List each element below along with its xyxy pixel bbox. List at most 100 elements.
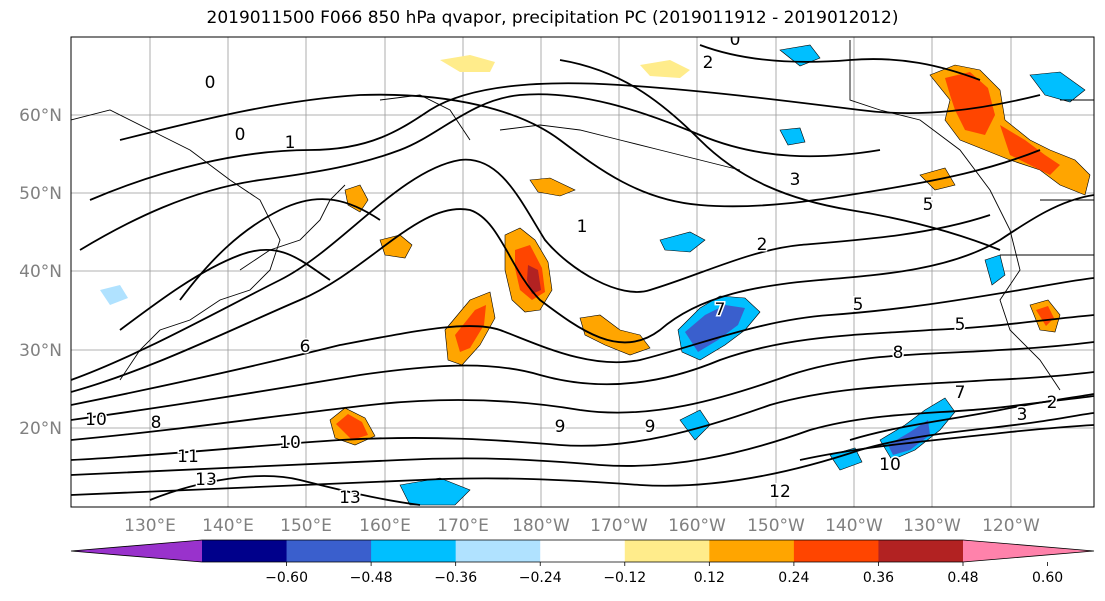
negative-region <box>779 127 806 146</box>
colorbar-segment <box>202 540 288 562</box>
colorbar-tick-label: −0.12 <box>603 570 646 586</box>
contour-value-label: 8 <box>151 413 162 433</box>
colorbar-tick-label: −0.24 <box>519 570 562 586</box>
negative-region <box>1029 71 1086 103</box>
contour-value-label: 5 <box>955 315 966 335</box>
positive-region <box>1000 125 1060 175</box>
contour-line <box>119 93 1041 208</box>
contour-value-label: 3 <box>790 170 801 190</box>
positive-region <box>640 60 690 78</box>
colorbar-segment <box>286 540 372 562</box>
contour-value-label: 13 <box>339 488 361 508</box>
contour-line <box>71 395 1094 476</box>
positive-region <box>579 314 651 356</box>
lat-label: 30°N <box>19 341 62 361</box>
contour-value-label: 7 <box>955 383 966 403</box>
contour-line <box>71 158 991 381</box>
contour-value-label: 10 <box>85 410 107 430</box>
contour-line <box>71 194 1094 393</box>
plot-title: 2019011500 F066 850 hPa qvapor, precipit… <box>206 8 899 28</box>
contour-line <box>71 412 1094 496</box>
lon-label: 120°W <box>982 516 1040 536</box>
contour-line <box>71 371 1094 461</box>
contour-line <box>79 93 881 251</box>
colorbar-tick-label: 0.36 <box>863 570 894 586</box>
lon-label: 180°W <box>512 516 570 536</box>
colorbar-outline <box>70 539 1095 563</box>
colorbar-tick-label: 0.24 <box>778 570 809 586</box>
contour-value-label: 5 <box>923 195 934 215</box>
contour-line <box>179 198 381 301</box>
colorbar: −0.60 −0.48 −0.36 −0.24 −0.12 0.12 0.24 0.36 0.4… <box>70 539 1095 586</box>
negative-region <box>659 231 706 253</box>
qvapor-contours <box>71 44 1094 506</box>
negative-region <box>984 254 1006 286</box>
coastline <box>499 124 741 171</box>
contour-value-label: 0 <box>205 73 216 93</box>
contour-line <box>559 59 1001 251</box>
lat-label: 60°N <box>19 106 62 126</box>
contour-value-label: 10 <box>279 433 301 453</box>
contour-value-label: 9 <box>645 417 656 437</box>
contour-value-label: 13 <box>195 470 217 490</box>
contour-value-label: 5 <box>853 295 864 315</box>
colorbar-tick-label: 0.60 <box>1032 570 1063 586</box>
contour-line <box>149 475 421 506</box>
lon-label: 140°E <box>202 516 254 536</box>
colorbar-tick-label: −0.48 <box>350 570 393 586</box>
contour-value-label: 0 <box>730 30 741 50</box>
contour-value-label: 7 <box>715 300 726 320</box>
lat-label: 20°N <box>19 419 62 439</box>
contour-value-label: 1 <box>285 133 296 153</box>
contour-value-label: 2 <box>1047 393 1058 413</box>
colorbar-tick-label: 0.12 <box>694 570 725 586</box>
lon-label: 160°E <box>359 516 411 536</box>
coastline <box>239 184 346 271</box>
coastline <box>849 40 1061 391</box>
colorbar-segment <box>455 540 541 562</box>
lat-label: 40°N <box>19 262 62 282</box>
positive-region <box>379 234 413 259</box>
contour-value-label: 12 <box>769 482 791 502</box>
coastline <box>379 94 471 141</box>
contour-line <box>799 424 1094 461</box>
positive-region <box>945 72 995 135</box>
contour-value-label: 3 <box>1017 405 1028 425</box>
contour-value-label: 2 <box>703 53 714 73</box>
lon-label: 160°W <box>668 516 726 536</box>
contour-line <box>71 277 1094 406</box>
positive-region <box>527 265 541 294</box>
colorbar-tick-label: −0.60 <box>265 570 308 586</box>
contour-value-label: 6 <box>300 337 311 357</box>
coastlines <box>71 40 1094 391</box>
contour-value-label: 2 <box>757 235 768 255</box>
negative-region <box>685 305 745 352</box>
coastline <box>1000 99 1094 256</box>
contour-line <box>849 393 1094 441</box>
positive-region <box>455 305 486 352</box>
lon-label: 150°E <box>280 516 332 536</box>
colorbar-segment <box>709 540 795 562</box>
colorbar-extend-high <box>963 540 1094 562</box>
latitude-labels: 60°N 50°N 40°N 30°N 20°N <box>19 106 62 439</box>
negative-region <box>100 285 128 305</box>
positive-region <box>336 414 368 440</box>
lon-label: 130°E <box>124 516 176 536</box>
contour-line <box>71 314 1094 421</box>
colorbar-segment <box>878 540 964 562</box>
colorbar-segment <box>793 540 879 562</box>
colorbar-tick-label: −0.36 <box>434 570 477 586</box>
negative-region <box>779 44 821 67</box>
positive-region <box>1036 306 1054 326</box>
contour-value-label: 9 <box>555 417 566 437</box>
negative-region <box>888 420 930 455</box>
contour-value-label: 8 <box>893 343 904 363</box>
contour-value-label: 0 <box>235 125 246 145</box>
colorbar-segment <box>624 540 710 562</box>
lat-label: 50°N <box>19 184 62 204</box>
colorbar-extend-low <box>71 540 202 562</box>
contour-line <box>119 248 331 331</box>
